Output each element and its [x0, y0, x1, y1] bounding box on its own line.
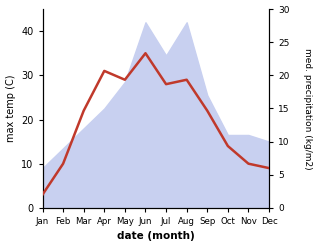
X-axis label: date (month): date (month)	[117, 231, 195, 242]
Y-axis label: med. precipitation (kg/m2): med. precipitation (kg/m2)	[303, 48, 313, 169]
Y-axis label: max temp (C): max temp (C)	[5, 75, 16, 142]
